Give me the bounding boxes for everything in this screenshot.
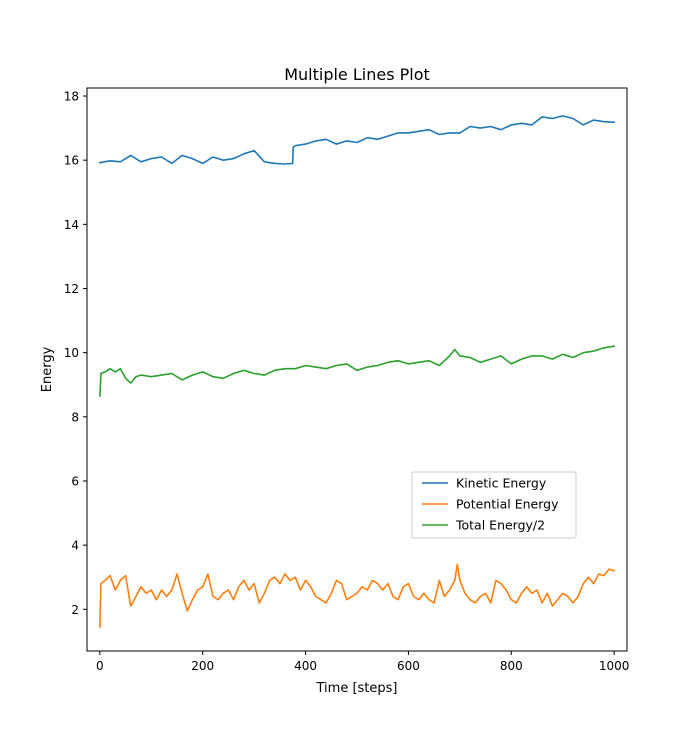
y-tick-label: 10: [64, 346, 79, 360]
x-tick-label: 1000: [599, 659, 630, 673]
x-tick-label: 800: [500, 659, 523, 673]
chart-title: Multiple Lines Plot: [284, 65, 430, 84]
series-layer: [98, 115, 616, 628]
y-tick-label: 2: [71, 603, 79, 617]
legend-entry: Kinetic Energy: [456, 476, 547, 491]
x-axis: 0 200 400 600 800 1000: [96, 651, 629, 673]
y-tick-label: 18: [64, 90, 79, 104]
legend: Kinetic Energy Potential Energy Total Ener…: [411, 471, 577, 539]
x-tick-label: 0: [96, 659, 104, 673]
series-line-3: [99, 345, 616, 397]
legend-box: [411, 471, 577, 539]
plot-frame: [86, 87, 628, 652]
plot-area: [86, 87, 628, 652]
x-tick-label: 200: [191, 659, 214, 673]
y-tick-label: 14: [64, 218, 79, 232]
y-tick-label: 16: [64, 154, 79, 168]
x-axis-label: Time [steps]: [316, 681, 398, 696]
y-tick-label: 6: [71, 474, 79, 488]
y-tick-label: 4: [71, 539, 79, 553]
x-tick-label: 600: [397, 659, 420, 673]
series-line-1: [98, 115, 615, 165]
legend-entry: Potential Energy: [456, 497, 559, 512]
y-axis: 2 4 6 8 10 12 14 16 18: [64, 90, 87, 617]
y-tick-label: 12: [64, 282, 79, 296]
y-tick-label: 8: [71, 410, 79, 424]
x-tick-label: 400: [294, 659, 317, 673]
series-line-2: [99, 563, 616, 628]
legend-entry: Total Energy/2: [455, 518, 545, 533]
y-axis-label: Energy: [40, 346, 55, 392]
